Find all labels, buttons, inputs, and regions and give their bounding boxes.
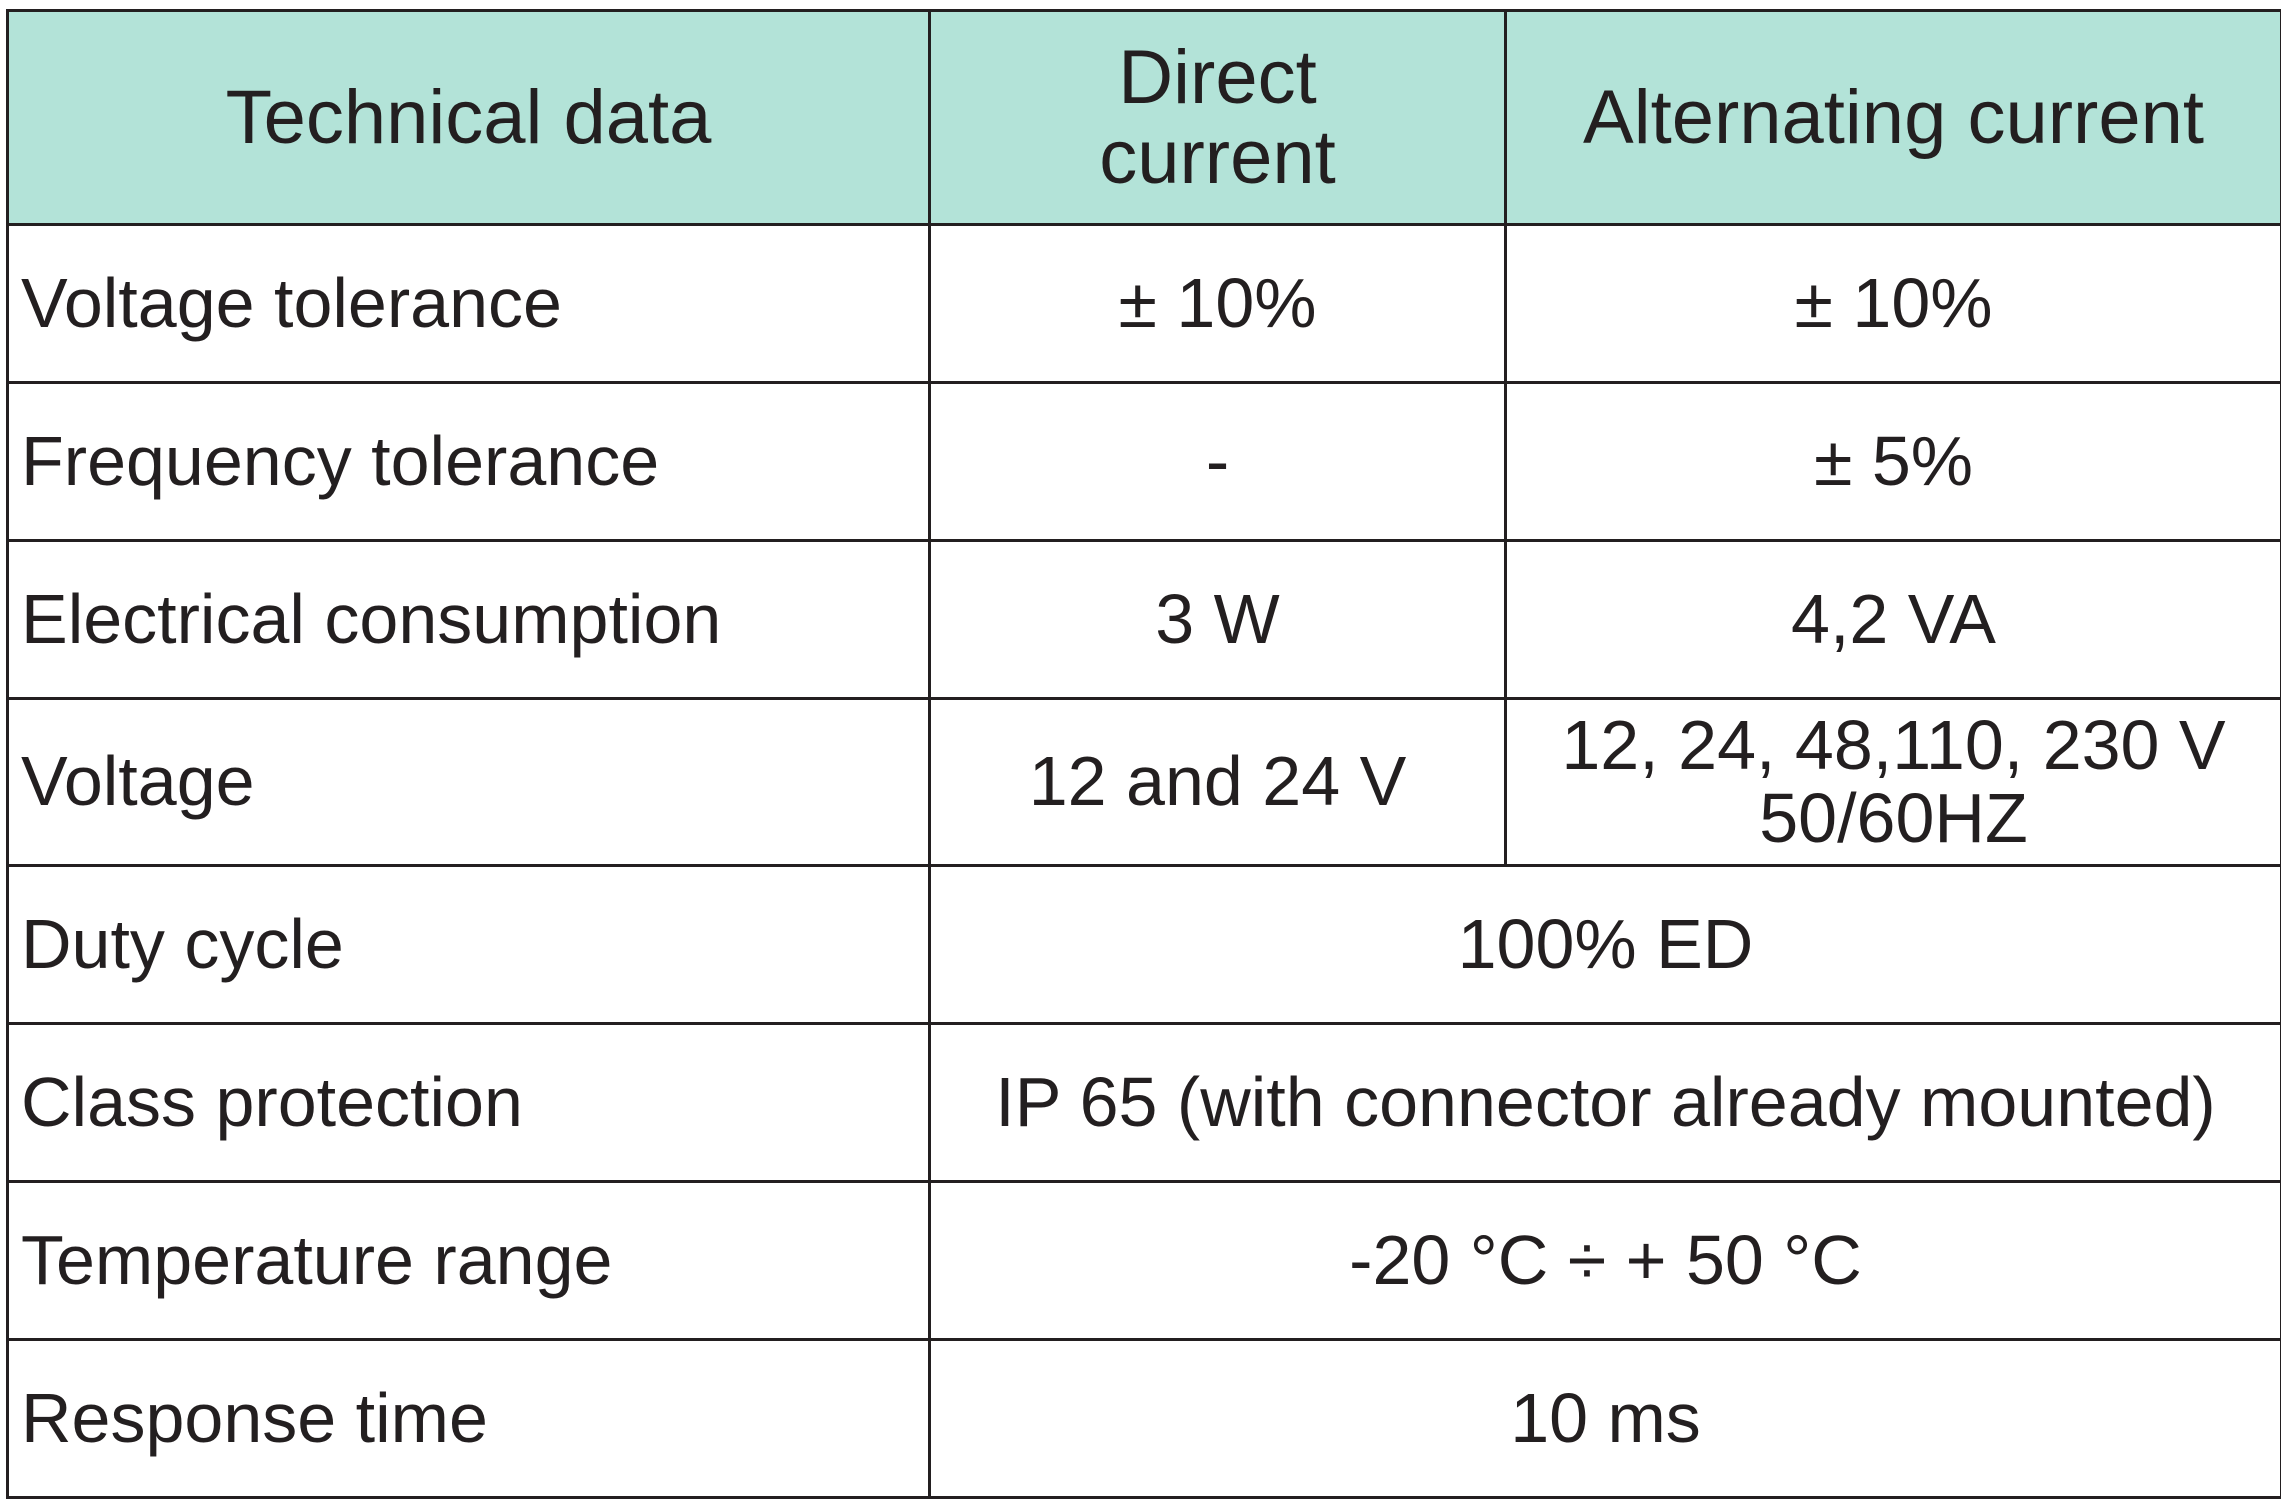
dc-value: 3 W <box>928 539 1507 700</box>
row-label: Frequency tolerance <box>6 381 931 542</box>
table-header-row: Technical data Direct current Alternatin… <box>6 9 2281 226</box>
dc-value: 12 and 24 V <box>928 697 1507 867</box>
row-label: Temperature range <box>6 1180 931 1341</box>
ac-value: ± 10% <box>1504 223 2281 384</box>
row-label: Response time <box>6 1338 931 1499</box>
ac-value-line2: 50/60HZ <box>1759 779 2028 857</box>
header-direct-current-line2: current <box>1099 114 1336 200</box>
table-row: Temperature range -20 °C ÷ + 50 °C <box>6 1180 2281 1341</box>
row-label: Voltage tolerance <box>6 223 931 384</box>
header-direct-current: Direct current <box>928 9 1507 226</box>
row-label: Class protection <box>6 1022 931 1183</box>
table-row: Frequency tolerance - ± 5% <box>6 381 2281 542</box>
ac-value: ± 5% <box>1504 381 2281 542</box>
dc-value: - <box>928 381 1507 542</box>
ac-value: 4,2 VA <box>1504 539 2281 700</box>
technical-data-table: Technical data Direct current Alternatin… <box>6 9 2281 1499</box>
header-technical-data: Technical data <box>6 9 931 226</box>
shared-value: -20 °C ÷ + 50 °C <box>928 1180 2281 1341</box>
table-row: Voltage tolerance ± 10% ± 10% <box>6 223 2281 384</box>
table-row: Duty cycle 100% ED <box>6 864 2281 1025</box>
row-label: Voltage <box>6 697 931 867</box>
ac-value-line1: 12, 24, 48,110, 230 V <box>1561 705 2226 784</box>
row-label: Electrical consumption <box>6 539 931 700</box>
table-row: Voltage 12 and 24 V 12, 24, 48,110, 230 … <box>6 697 2281 867</box>
table-row: Response time 10 ms <box>6 1338 2281 1499</box>
ac-value: 12, 24, 48,110, 230 V 50/60HZ <box>1504 697 2281 867</box>
header-alternating-current: Alternating current <box>1504 9 2281 226</box>
header-direct-current-line1: Direct <box>1118 34 1317 120</box>
table-row: Electrical consumption 3 W 4,2 VA <box>6 539 2281 700</box>
shared-value: IP 65 (with connector already mounted) <box>928 1022 2281 1183</box>
row-label: Duty cycle <box>6 864 931 1025</box>
shared-value: 100% ED <box>928 864 2281 1025</box>
dc-value: ± 10% <box>928 223 1507 384</box>
table-row: Class protection IP 65 (with connector a… <box>6 1022 2281 1183</box>
shared-value: 10 ms <box>928 1338 2281 1499</box>
